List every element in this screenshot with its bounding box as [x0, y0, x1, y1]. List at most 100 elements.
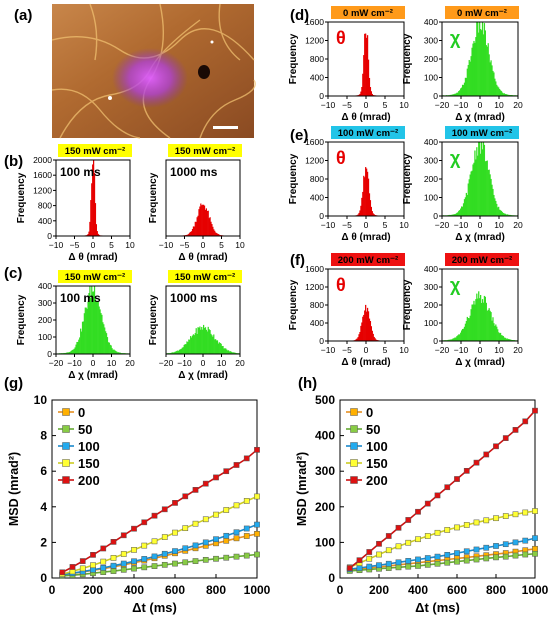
hist-bar	[366, 37, 368, 96]
hist-bar	[477, 298, 479, 341]
x-tick-label: 5	[109, 240, 114, 250]
hist-bar	[91, 286, 93, 354]
hist-bar	[501, 92, 504, 96]
hist-bar	[469, 61, 471, 96]
hist-bar	[205, 329, 207, 354]
hist-bar	[474, 150, 476, 216]
x-tick-label: −5	[342, 100, 352, 110]
data-point	[512, 427, 519, 433]
hist-bar	[188, 233, 190, 236]
hist-bar	[476, 22, 478, 96]
data-point	[376, 562, 382, 569]
angle-symbol: θ	[336, 275, 346, 295]
hist-bar	[190, 231, 192, 236]
x-tick-label: −5	[70, 240, 80, 250]
data-point	[213, 555, 219, 562]
hist-bar	[93, 291, 95, 354]
hist-bar	[449, 214, 451, 216]
y-tick-label: 6	[40, 464, 47, 478]
power-badge	[168, 144, 242, 157]
hist-bar	[68, 352, 71, 354]
hist-bar	[79, 337, 81, 354]
hist-bar	[228, 351, 231, 354]
hist-bar	[472, 304, 474, 341]
hist-bar	[82, 321, 85, 354]
hist-bar	[203, 327, 206, 354]
hist-bar	[456, 92, 458, 96]
hist-bar	[229, 351, 232, 354]
hist-bar	[364, 177, 366, 216]
hist-bar	[474, 42, 476, 96]
hist-bar	[499, 333, 501, 341]
hist-bar	[496, 84, 498, 96]
hist-bar	[357, 214, 359, 216]
data-point	[405, 563, 412, 570]
data-point	[192, 487, 199, 493]
data-point	[151, 553, 158, 560]
data-point	[395, 564, 402, 571]
data-point	[532, 508, 538, 514]
x-tick-label: −10	[49, 240, 64, 250]
data-point	[254, 531, 260, 537]
x-axis-label: Δ θ (mrad)	[178, 252, 227, 263]
x-tick-label: 0	[91, 240, 96, 250]
data-point	[172, 548, 178, 554]
hist-bar	[211, 335, 213, 354]
power-badge	[58, 144, 132, 157]
hist-bar	[457, 92, 459, 96]
angle-symbol: θ	[336, 28, 346, 48]
data-point	[522, 537, 529, 544]
hist-bar	[464, 197, 467, 216]
hist-bar	[213, 229, 215, 236]
plot-frame	[339, 399, 536, 579]
hist-bar	[470, 56, 472, 96]
hist-bar	[216, 233, 219, 236]
hist-bar	[460, 88, 462, 96]
data-point	[493, 543, 499, 549]
hist-bar	[85, 307, 87, 354]
hist-bar	[481, 149, 484, 216]
hist-bar	[232, 352, 234, 354]
hist-bar	[470, 309, 472, 341]
data-point	[202, 556, 209, 563]
y-tick-label: 1600	[305, 264, 324, 274]
data-point	[512, 511, 519, 518]
x-tick-label: −20	[435, 220, 450, 230]
hist-bar	[96, 231, 98, 236]
hist-bar	[509, 339, 511, 341]
x-tick-label: 600	[165, 583, 185, 597]
hist-bar	[173, 352, 175, 354]
hist-bar	[485, 302, 487, 341]
hist-bar	[99, 309, 101, 354]
hist-bar	[202, 329, 204, 354]
y-axis-label: Frequency	[288, 33, 299, 84]
x-axis-label: Δt (ms)	[132, 600, 177, 615]
x-tick-label: 0	[364, 100, 369, 110]
hist-bar	[370, 91, 372, 96]
hist-bar	[365, 33, 367, 96]
hist-bar	[189, 232, 191, 236]
data-point	[182, 493, 189, 500]
hist-bar	[484, 296, 486, 341]
hist-bar	[95, 301, 97, 354]
hist-bar	[491, 320, 493, 341]
hist-bar	[204, 209, 207, 236]
data-point	[141, 542, 148, 549]
data-point	[213, 474, 219, 481]
hist-bar	[366, 35, 369, 96]
y-tick-label: 1600	[305, 137, 324, 147]
data-point	[444, 552, 451, 558]
x-tick-label: 0	[49, 583, 56, 597]
panel-label-b: (b)	[4, 153, 23, 170]
data-point	[346, 565, 353, 571]
x-tick-label: 10	[217, 358, 227, 368]
x-tick-label: 20	[513, 345, 523, 355]
hist-bar	[224, 348, 226, 354]
data-point	[243, 533, 250, 539]
legend-label: 150	[78, 456, 100, 471]
hist-bar	[218, 342, 220, 354]
data-point	[161, 534, 168, 540]
data-point	[493, 515, 499, 522]
hist-bar	[498, 206, 500, 216]
